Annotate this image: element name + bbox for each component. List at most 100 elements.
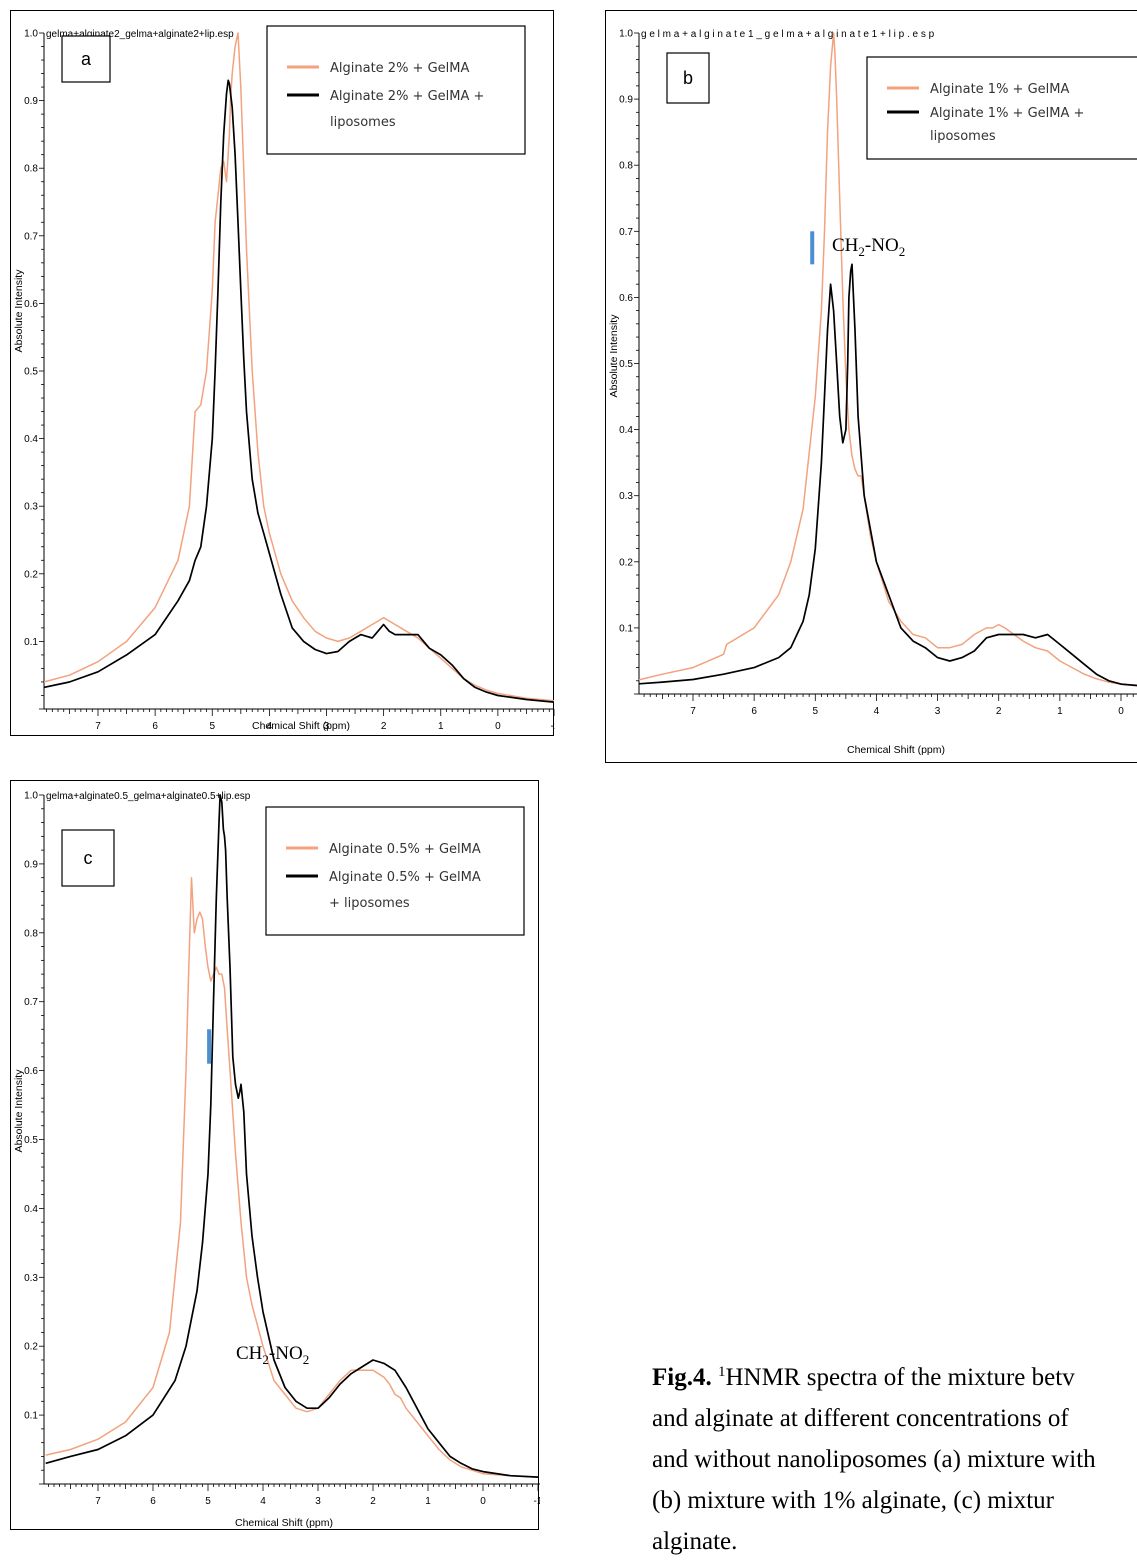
panel-b-letter-box — [666, 52, 710, 104]
panel-b-y-tick-label: 1.0 — [619, 29, 633, 40]
panel-c-series-black — [45, 794, 539, 1478]
panel-c-x-tick-label: 7 — [95, 1496, 101, 1507]
panel-b-y-tick-label: 0.5 — [619, 359, 633, 370]
panel-c-y-tick-label: 0.8 — [24, 928, 38, 939]
panel-b-x-tick-label: 7 — [690, 706, 696, 717]
panel-b-y-tick-label: 0.8 — [619, 161, 633, 172]
panel-c-x-tick-label: 6 — [150, 1496, 156, 1507]
panel-b-y-tick-label: 0.2 — [619, 557, 633, 568]
panel-c-x-tick-label: 4 — [260, 1496, 266, 1507]
panel-a-legend-entry: liposomes — [330, 115, 396, 130]
panel-c-y-tick-label: 0.9 — [24, 859, 38, 870]
panel-b-x-axis-title: Chemical Shift (ppm) — [847, 744, 945, 756]
panel-a-y-tick-label: 0.3 — [24, 502, 38, 513]
panel-a-series-black — [44, 79, 554, 703]
panel-a-x-tick-label: 3 — [324, 721, 330, 732]
figure-caption: Fig.4. 1HNMR spectra of the mixture betv… — [652, 1357, 1137, 1562]
panel-c-series-orange — [45, 876, 539, 1478]
panel-c-letter: c — [84, 848, 93, 868]
panel-c-legend-box — [265, 806, 525, 936]
panel-a-y-tick-label: 0.5 — [24, 367, 38, 378]
panel-a-y-tick-label: 0.9 — [24, 96, 38, 107]
panel-a-x-tick-label: 4 — [267, 721, 273, 732]
panel-a-x-tick-label: 5 — [209, 721, 215, 732]
panel-c-y-tick-label: 0.7 — [24, 997, 38, 1008]
panel-c-x-tick-label: 2 — [370, 1496, 376, 1507]
panel-c-x-tick-label: 3 — [315, 1496, 321, 1507]
panel-c-letter-box — [61, 829, 115, 887]
panel-a-y-tick-label: 1.0 — [24, 29, 38, 40]
spectrum-chart-c: 0.1 0.2 0.3 0.4 0.5 0.6 0.7 0.8 0.9 1.0 7 6 5 4 3 2 1 0 -1… — [13, 791, 540, 1529]
caption-line-4: (b) mixture with 1% alginate, (c) mixtur — [652, 1487, 1054, 1514]
panel-a-legend-entry: Alginate 2% + GelMA + — [330, 89, 484, 104]
caption-line-1: Fig.4. 1HNMR spectra of the mixture betv — [652, 1357, 1137, 1398]
panel-a-legend-box — [266, 25, 526, 155]
panel-b-x-tick-label: 0 — [1118, 706, 1124, 717]
panel-c-x-tick-label: 5 — [205, 1496, 211, 1507]
spectrum-panel-c: 0.1 0.2 0.3 0.4 0.5 0.6 0.7 0.8 0.9 1.0 7 6 5 4 3 2 1 0 -1… — [10, 780, 540, 1530]
panel-b-legend-entry: Alginate 1% + GelMA + — [930, 106, 1084, 121]
panel-b-letter: b — [683, 68, 693, 88]
panel-a-x-tick-label: 2 — [381, 721, 387, 732]
panel-b-x-tick-label: 2 — [996, 706, 1002, 717]
panel-b-x-tick-label: 4 — [874, 706, 880, 717]
panel-c-file-label: gelma+alginate0.5_gelma+alginate0.5+lip.… — [46, 791, 251, 802]
panel-b-y-tick-label: 0.4 — [619, 425, 633, 436]
panel-b-x-tick-label: 3 — [935, 706, 941, 717]
panel-b-x-tick-label: 5 — [813, 706, 819, 717]
panel-a-x-tick-label: 7 — [95, 721, 101, 732]
panel-b-x-tick-label: 1 — [1057, 706, 1063, 717]
panel-a-y-axis-title: Absolute Intensity — [13, 269, 25, 353]
panel-c-y-tick-label: 0.2 — [24, 1342, 38, 1353]
panel-a-y-tick-label: 0.7 — [24, 231, 38, 242]
caption-line-2: and alginate at different concentrations… — [652, 1405, 1069, 1432]
panel-c-x-axis-title: Chemical Shift (ppm) — [235, 1517, 333, 1529]
panel-a-letter: a — [81, 49, 92, 69]
panel-a-y-tick-label: 0.1 — [24, 637, 38, 648]
panel-c-y-tick-label: 0.6 — [24, 1066, 38, 1077]
panel-a-x-tick-label: 1 — [438, 721, 444, 732]
panel-a-x-tick-label: 6 — [152, 721, 158, 732]
panel-b-y-axis-title: Absolute Intensity — [608, 314, 620, 398]
panel-a-y-tick-label: 0.8 — [24, 164, 38, 175]
panel-c-legend-entry: Alginate 0.5% + GelMA — [329, 870, 481, 885]
panel-b-file-label: g e l m a + a l g i n a t e 1 _ g e l m … — [641, 29, 935, 40]
spectrum-chart-b: 0.1 0.2 0.3 0.4 0.5 0.6 0.7 0.8 0.9 1.0 7 6 5 4 3 2 1 0 g … — [608, 29, 1137, 756]
panel-b-legend-box — [866, 56, 1137, 160]
caption-line-5: alginate. — [652, 1528, 738, 1555]
panel-a-x-axis-title: Chemical Shift (ppm) — [252, 720, 350, 732]
panel-a-file-label: gelma+alginate2_gelma+alginate2+lip.esp — [46, 29, 234, 40]
panel-b-y-tick-label: 0.6 — [619, 293, 633, 304]
panel-c-y-tick-label: 0.1 — [24, 1411, 38, 1422]
panel-a-x-tick-label: 0 — [495, 721, 501, 732]
panel-b-series-black — [639, 263, 1137, 687]
caption-line-3: and without nanoliposomes (a) mixture wi… — [652, 1446, 1096, 1473]
caption-figure-number: Fig.4. — [652, 1364, 712, 1391]
panel-b-legend-entry: liposomes — [930, 129, 996, 144]
spectrum-panel-a: 0.1 0.2 0.3 0.4 0.5 0.6 0.7 0.8 0.9 1.0 7 6 5 4 3 2 1 0 -1… — [10, 10, 555, 736]
panel-a-y-tick-label: 0.4 — [24, 434, 38, 445]
panel-b-annotation-label: CH2-NO2 — [832, 235, 905, 259]
spectrum-chart-a: 0.1 0.2 0.3 0.4 0.5 0.6 0.7 0.8 0.9 1.0 7 6 5 4 3 2 1 0 -1… — [13, 25, 555, 732]
panel-a-legend-entry: Alginate 2% + GelMA — [330, 61, 469, 76]
panel-b-y-tick-label: 0.9 — [619, 95, 633, 106]
panel-c-x-tick-label: 1 — [425, 1496, 431, 1507]
caption-superscript: 1 — [717, 1364, 726, 1380]
panel-b-y-tick-label: 0.3 — [619, 491, 633, 502]
panel-c-y-tick-label: 1.0 — [24, 791, 38, 802]
panel-b-legend-entry: Alginate 1% + GelMA — [930, 82, 1069, 97]
panel-c-legend-entry: + liposomes — [329, 896, 410, 911]
panel-a-letter-box — [61, 35, 111, 83]
panel-b-y-tick-label: 0.1 — [619, 623, 633, 634]
panel-a-x-tick-label: -1 — [551, 721, 555, 732]
panel-c-y-tick-label: 0.3 — [24, 1273, 38, 1284]
panel-c-x-tick-label: 0 — [480, 1496, 486, 1507]
panel-c-y-tick-label: 0.5 — [24, 1135, 38, 1146]
panel-c-annotation-label: CH2-NO2 — [236, 1343, 309, 1367]
caption-text-1: HNMR spectra of the mixture betv — [725, 1364, 1075, 1391]
panel-a-y-tick-label: 0.2 — [24, 569, 38, 580]
panel-c-y-tick-label: 0.4 — [24, 1204, 38, 1215]
panel-a-y-tick-label: 0.6 — [24, 299, 38, 310]
panel-c-y-axis-title: Absolute Intensity — [13, 1069, 25, 1153]
panel-b-series-orange — [639, 32, 1137, 686]
